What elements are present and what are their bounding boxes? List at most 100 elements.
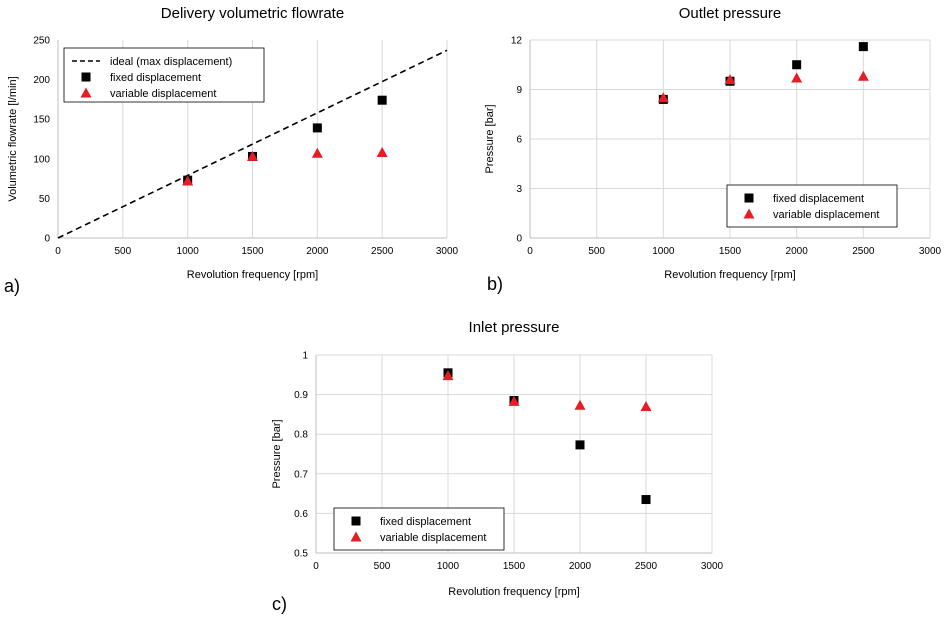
data-point-fixed [575,440,585,450]
data-point-variable [442,370,454,381]
x-tick-label: 1000 [437,561,460,572]
chart-title: Outlet pressure [679,5,782,22]
y-tick-label: 0.9 [294,390,308,401]
y-tick-label: 1 [302,351,308,362]
data-point-fixed [377,95,387,105]
chart-svg-b: Outlet pressure 0 500 1000 1500 2000 2500 3000 0… [484,5,942,294]
data-point-variable [791,72,803,83]
legend: fixed displacement variable displacement [726,184,898,228]
data-point-variable [376,146,388,157]
panel-label: c) [272,594,287,614]
x-tick-label: 500 [374,561,391,572]
x-tick-label: 1500 [719,246,742,257]
legend: ideal (max displacement) fixed displaceme… [63,47,265,103]
x-tick-label: 2000 [569,561,592,572]
x-tick-label: 500 [114,246,131,257]
y-axis-label: Volumetric flowrate [l/min] [7,76,19,201]
y-tick-label: 50 [39,194,51,205]
x-tick-label: 0 [527,246,533,257]
x-tick-label: 1000 [652,246,675,257]
x-tick-label: 2500 [371,246,394,257]
y-tick-label: 0.8 [294,430,308,441]
data-point-fixed [792,60,802,70]
data-point-variable [724,74,736,85]
y-tick-label: 0.5 [294,549,308,560]
y-tick-label: 200 [33,75,50,86]
x-tick-label: 0 [313,561,319,572]
x-tick-label: 2000 [786,246,809,257]
y-tick-label: 12 [511,36,523,47]
series-fixed-displacement [183,95,387,185]
y-tick-label: 6 [516,135,522,146]
x-tick-label: 1500 [503,561,526,572]
legend-marker-fixed [351,516,361,526]
legend-label: variable displacement [380,532,486,544]
x-tick-label: 2500 [635,561,658,572]
x-axis-label: Revolution frequency [rpm] [664,269,795,281]
y-tick-label: 150 [33,115,50,126]
series-fixed-displacement [658,42,868,104]
data-point-fixed [641,495,651,505]
legend-label: fixed displacement [380,516,471,528]
x-tick-label: 3000 [919,246,942,257]
legend-marker-fixed [81,72,91,82]
chart-title: Delivery volumetric flowrate [161,5,344,22]
y-tick-label: 0.6 [294,509,308,520]
legend-marker-variable [80,87,92,98]
series-ideal-max-displacement- [57,49,448,239]
y-tick-label: 100 [33,154,50,165]
series-variable-displacement [442,370,652,411]
x-tick-label: 1500 [241,246,264,257]
y-tick-label: 9 [516,85,522,96]
series-variable-displacement [182,146,388,186]
data-point-variable [247,150,258,161]
data-point-variable [574,399,586,410]
legend-label: variable displacement [110,88,216,100]
x-tick-label: 500 [588,246,605,257]
chart-svg-c: Inlet pressure 0 500 1000 1500 2000 2500 3000 0.… [271,319,724,614]
x-tick-label: 2000 [306,246,329,257]
ideal-line [57,49,448,239]
data-point-variable [640,400,652,411]
data-point-variable [857,70,869,81]
y-tick-label: 3 [516,184,522,195]
legend-label: ideal (max displacement) [110,56,232,68]
panel-label: a) [4,276,20,296]
series-fixed-displacement [443,368,651,505]
data-point-variable [657,92,669,103]
legend-box [333,507,505,551]
legend-box [726,184,898,228]
x-axis-label: Revolution frequency [rpm] [187,269,318,281]
legend-marker-variable [743,208,755,219]
y-axis-label: Pressure [bar] [271,419,283,488]
legend-box [63,47,265,103]
panel-label: b) [487,274,503,294]
data-point-variable [311,147,323,158]
x-tick-label: 2500 [852,246,875,257]
x-tick-label: 0 [55,246,61,257]
y-tick-label: 250 [33,36,50,47]
series-variable-displacement [657,70,869,103]
chart-panel-c: Inlet pressure 0 500 1000 1500 2000 2500 3000 0.… [270,310,730,618]
data-point-variable [182,175,194,186]
x-tick-label: 3000 [436,246,459,257]
legend-label: fixed displacement [110,72,201,84]
x-tick-label: 1000 [177,246,200,257]
data-point-fixed [312,123,322,133]
data-point-fixed [858,42,868,52]
legend-label: fixed displacement [773,193,864,205]
y-tick-label: 0 [44,234,50,245]
y-tick-label: 0.7 [294,469,308,480]
y-axis-label: Pressure [bar] [484,104,496,173]
y-tick-label: 0 [516,234,522,245]
x-axis-label: Revolution frequency [rpm] [448,586,579,598]
chart-title: Inlet pressure [469,319,560,336]
legend: fixed displacement variable displacement [333,507,505,551]
legend-marker-fixed [744,193,754,203]
chart-panel-a: Delivery volumetric flowrate 0 500 1000 1500… [0,0,470,300]
data-point-variable [508,395,520,406]
x-tick-label: 3000 [701,561,724,572]
legend-label: variable displacement [773,209,879,221]
chart-panel-b: Outlet pressure 0 500 1000 1500 2000 2500 3000 0… [475,0,945,300]
